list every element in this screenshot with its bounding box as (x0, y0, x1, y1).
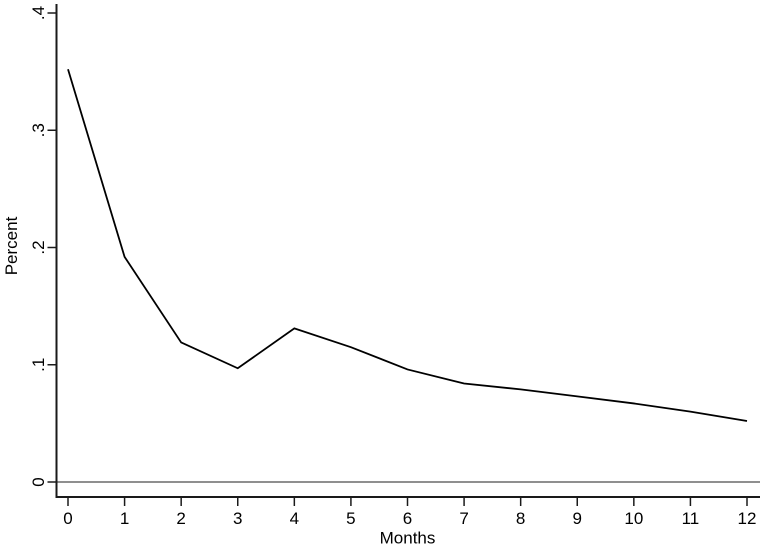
y-tick-label: .4 (29, 6, 48, 20)
x-tick-label: 11 (682, 509, 700, 528)
x-tick-label: 0 (63, 509, 72, 528)
x-tick-label: 9 (573, 509, 582, 528)
data-line (67, 69, 748, 422)
y-tick-label: .1 (29, 358, 48, 372)
x-tick-label: 5 (346, 509, 355, 528)
y-tick-label: .3 (29, 123, 48, 137)
x-tick-label: 8 (516, 509, 525, 528)
x-tick-label: 7 (459, 509, 468, 528)
x-ticks-group: 0 1 2 3 4 5 6 7 8 9 10 11 12 (63, 498, 756, 528)
y-tick-label: 0 (29, 477, 48, 486)
x-tick-label: 1 (120, 509, 129, 528)
x-tick-label: 4 (290, 509, 299, 528)
x-tick-label: 3 (233, 509, 242, 528)
x-tick-label: 10 (624, 509, 643, 528)
x-tick-label: 6 (403, 509, 412, 528)
x-axis-title: Months (380, 529, 436, 548)
y-tick-label: .2 (29, 240, 48, 254)
x-tick-label: 12 (738, 509, 757, 528)
y-ticks-group: 0 .1 .2 .3 .4 (29, 6, 56, 487)
y-axis-title: Percent (2, 216, 21, 275)
x-tick-label: 2 (176, 509, 185, 528)
